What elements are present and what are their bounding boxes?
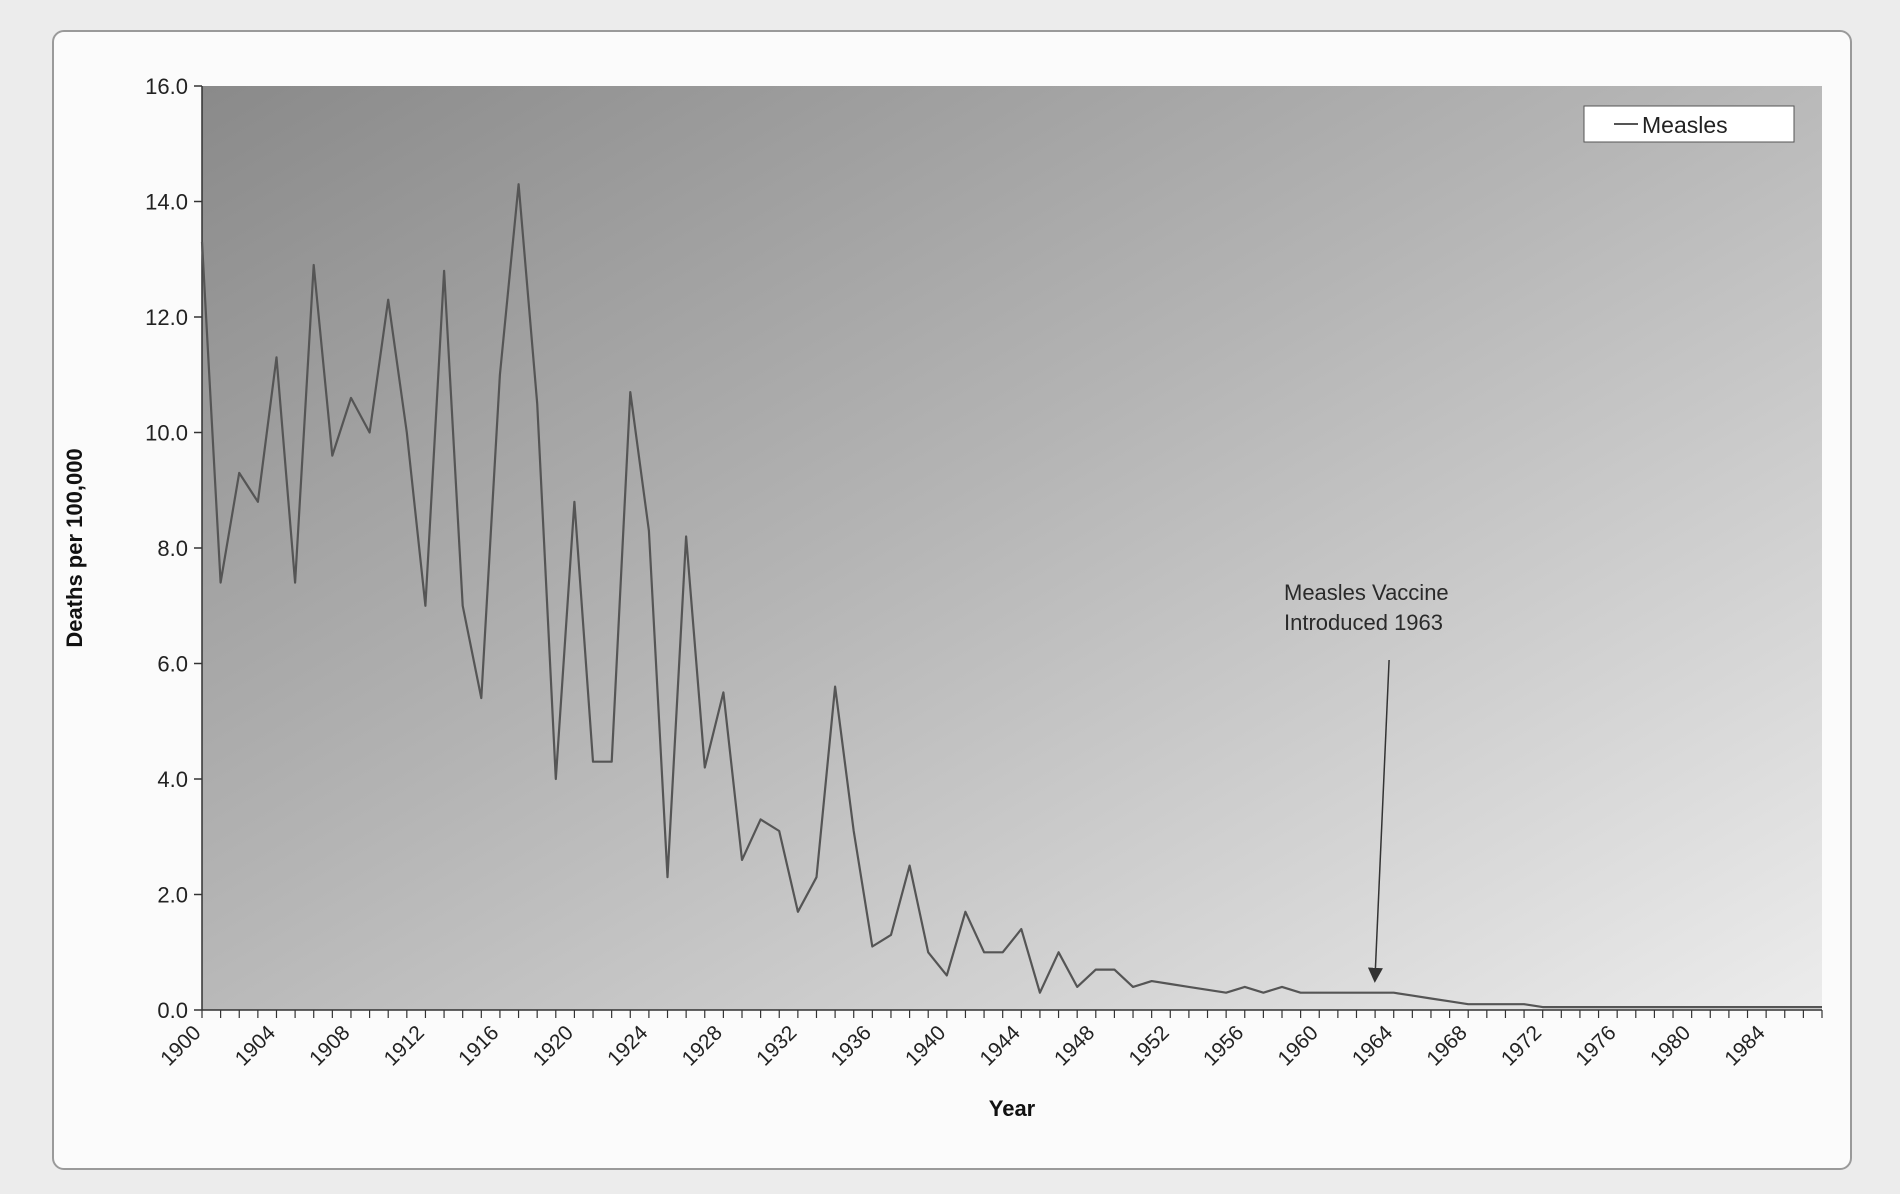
x-tick-label: 1928 (678, 1021, 727, 1070)
annotation-arrow (1367, 659, 1390, 983)
x-tick-label: 1912 (380, 1021, 429, 1070)
x-tick-label: 1924 (603, 1021, 653, 1071)
x-tick-label: 1904 (231, 1021, 281, 1071)
chart-frame: 0.0 2.0 4.0 6.0 8.0 10.0 12.0 14.0 16.0 1900 1904… (52, 30, 1852, 1170)
plot-area (202, 86, 1822, 1010)
y-tick-label: 6.0 (157, 652, 188, 677)
x-tick-label: 1964 (1348, 1021, 1398, 1071)
y-axis: 0.0 2.0 4.0 6.0 8.0 10.0 12.0 14.0 16.0 (145, 74, 203, 1023)
x-tick-label: 1932 (752, 1021, 801, 1070)
x-tick-label: 1972 (1497, 1021, 1546, 1070)
x-tick-label: 1936 (827, 1021, 876, 1070)
x-tick-label: 1920 (529, 1021, 578, 1070)
vaccine-annotation: Measles Vaccine Introduced 1963 (1284, 580, 1449, 983)
x-tick-label: 1916 (454, 1021, 503, 1070)
x-tick-label: 1968 (1422, 1021, 1471, 1070)
x-tick-label: 1940 (901, 1021, 950, 1070)
y-axis-title: Deaths per 100,000 (62, 448, 87, 647)
x-tick-label: 1980 (1646, 1021, 1695, 1070)
x-tick-label: 1960 (1273, 1021, 1322, 1070)
x-tick-label: 1984 (1720, 1021, 1770, 1071)
x-tick-label: 1976 (1571, 1021, 1620, 1070)
y-tick-label: 8.0 (157, 536, 188, 561)
x-tick-label: 1944 (976, 1021, 1026, 1071)
x-axis-title: Year (989, 1096, 1036, 1121)
y-tick-label: 16.0 (145, 74, 188, 99)
chart-svg: 0.0 2.0 4.0 6.0 8.0 10.0 12.0 14.0 16.0 1900 1904… (62, 74, 1823, 1121)
annotation-line-2: Introduced 1963 (1284, 610, 1443, 635)
legend-label-measles: Measles (1642, 112, 1728, 138)
annotation-line-1: Measles Vaccine (1284, 580, 1449, 605)
y-tick-label: 0.0 (157, 998, 188, 1023)
x-tick-label: 1948 (1050, 1021, 1099, 1070)
y-tick-label: 2.0 (157, 883, 188, 908)
x-tick-label: 1952 (1125, 1021, 1174, 1070)
y-tick-label: 14.0 (145, 190, 188, 215)
x-tick-label: 1900 (156, 1021, 205, 1070)
y-tick-label: 12.0 (145, 305, 188, 330)
x-tick-label: 1956 (1199, 1021, 1248, 1070)
legend: Measles (1583, 105, 1795, 143)
y-tick-label: 10.0 (145, 421, 188, 446)
series-line-measles (200, 183, 1822, 1009)
x-axis: 1900 1904 1908 1912 1916 1920 1924 1928 1932 1936… (156, 1009, 1823, 1071)
series-layer (200, 183, 1822, 1009)
y-tick-label: 4.0 (157, 767, 188, 792)
x-tick-label: 1908 (305, 1021, 354, 1070)
